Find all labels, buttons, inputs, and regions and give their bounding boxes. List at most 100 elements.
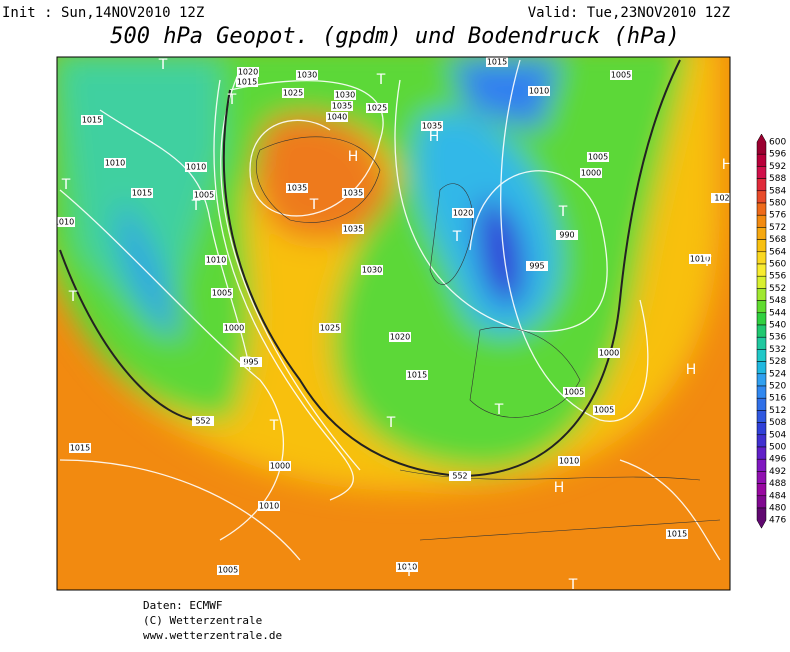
pressure-center: H xyxy=(722,157,733,173)
colorbar-box xyxy=(756,178,767,192)
isobar-label: 1020 xyxy=(453,209,473,218)
isobar-label-bg xyxy=(389,332,411,342)
isobar-label: 1015 xyxy=(667,530,687,539)
isobar-label-bg xyxy=(396,562,418,572)
colorbar-box xyxy=(756,251,767,265)
isobar-label: 1005 xyxy=(594,406,614,415)
colorbar-box xyxy=(756,471,767,484)
colorbar-box xyxy=(756,153,767,167)
colorbar-box xyxy=(756,410,767,423)
isobar-label-bg xyxy=(326,112,348,122)
isobar-label-bg xyxy=(421,121,443,131)
pressure-center: T xyxy=(227,92,237,108)
pressure-center: T xyxy=(191,198,201,214)
isobar-label-bg xyxy=(69,443,91,453)
isobar-label-bg xyxy=(223,323,245,333)
pressure-center: H xyxy=(348,149,359,165)
isobar-label-bg xyxy=(556,230,578,240)
map-title: 500 hPa Geopot. (gpdm) und Bodendruck (h… xyxy=(110,24,680,49)
colorbar-box xyxy=(756,422,767,436)
pressure-center: T xyxy=(452,229,462,245)
pressure-center: T xyxy=(61,177,71,193)
isobar-label-bg xyxy=(580,168,602,178)
pressure-center: T xyxy=(269,418,279,434)
colorbar-label: 556 xyxy=(769,272,786,282)
colorbar-label: 520 xyxy=(769,382,786,392)
colorbar-end xyxy=(756,507,767,529)
isobar-label-bg xyxy=(361,265,383,275)
colorbar-box xyxy=(756,239,767,253)
isobar-label-bg xyxy=(192,416,214,426)
colorbar-box xyxy=(756,397,767,411)
isobar-label-bg xyxy=(282,88,304,98)
colorbar-label: 480 xyxy=(769,504,786,514)
colorbar-box xyxy=(756,336,767,350)
isobar-label-bg xyxy=(237,67,259,77)
colorbar-box xyxy=(756,446,767,460)
isobar-label: 1035 xyxy=(287,184,307,193)
isobar-label-bg xyxy=(558,456,580,466)
colorbar-box xyxy=(756,275,767,289)
isobar-label-bg xyxy=(610,70,632,80)
isobar-label: 552 xyxy=(452,472,467,481)
isobar-label-bg xyxy=(587,152,609,162)
isobar-label-bg xyxy=(319,323,341,333)
pressure-center: T xyxy=(404,564,414,580)
isobar-label: 1025 xyxy=(320,324,340,333)
isobar-label: 1010 xyxy=(690,255,710,264)
colorbar-label: 592 xyxy=(769,162,786,172)
colorbar-label: 488 xyxy=(769,479,786,489)
isobar-label: 1035 xyxy=(422,122,442,131)
isobar-label: 102 xyxy=(714,194,729,203)
isobar-label-bg xyxy=(240,357,262,367)
isobar-label-bg xyxy=(666,529,688,539)
isobar-label: 1010 xyxy=(259,502,279,511)
isobar-label-bg xyxy=(193,190,215,200)
pressure-center: T xyxy=(309,197,319,213)
isobar-label-bg xyxy=(528,86,550,96)
pressure-center: T xyxy=(386,415,396,431)
colorbar-box xyxy=(756,483,767,497)
isobar-label: 995 xyxy=(243,358,258,367)
isobar-label: 1030 xyxy=(297,71,317,80)
isobar-label-bg xyxy=(598,348,620,358)
isobar-label: 1025 xyxy=(367,104,387,113)
colorbar-label: 596 xyxy=(769,150,786,160)
isobar-label: 1025 xyxy=(283,89,303,98)
colorbar-label: 568 xyxy=(769,235,786,245)
colorbar-label: 500 xyxy=(769,443,786,453)
pressure-center: T xyxy=(158,57,168,73)
colorbar-box xyxy=(756,385,767,399)
pressure-center: T xyxy=(568,577,578,593)
isobar-label-bg xyxy=(104,158,126,168)
isobar-label: 1000 xyxy=(599,349,619,358)
isobar-label-bg xyxy=(131,188,153,198)
pressure-center: H xyxy=(554,480,565,496)
isobar-label-bg xyxy=(486,57,508,67)
colorbar-label: 564 xyxy=(769,247,786,257)
isobar-label: 1020 xyxy=(390,333,410,342)
isobar-label: 1035 xyxy=(343,225,363,234)
isobar-label: 1005 xyxy=(212,289,232,298)
isobar-label: 1030 xyxy=(362,266,382,275)
isobar-label: 990 xyxy=(559,231,574,240)
colorbar-label: 584 xyxy=(769,186,786,196)
footer-line: www.wetterzentrale.de xyxy=(143,629,282,642)
colorbar-label: 532 xyxy=(769,345,786,355)
isobar-label-bg xyxy=(81,115,103,125)
isobar-label-bg xyxy=(236,77,258,87)
isobar-label: 1015 xyxy=(132,189,152,198)
colorbar-label: 528 xyxy=(769,357,786,367)
isobar-label-bg xyxy=(342,224,364,234)
colorbar-box xyxy=(756,227,767,240)
isobar-label: 1040 xyxy=(327,113,347,122)
isobar-label: 1005 xyxy=(611,71,631,80)
colorbar-label: 600 xyxy=(769,138,786,148)
colorbar-box xyxy=(756,312,767,326)
colorbar-label: 496 xyxy=(769,455,786,465)
isobar-label-bg xyxy=(563,387,585,397)
map-field: 1020 1015 1030 1025 1030 1035 1040 1025 1035 1015… xyxy=(57,57,733,593)
isobar-label: 1035 xyxy=(332,102,352,111)
isobar-label: 1005 xyxy=(194,191,214,200)
